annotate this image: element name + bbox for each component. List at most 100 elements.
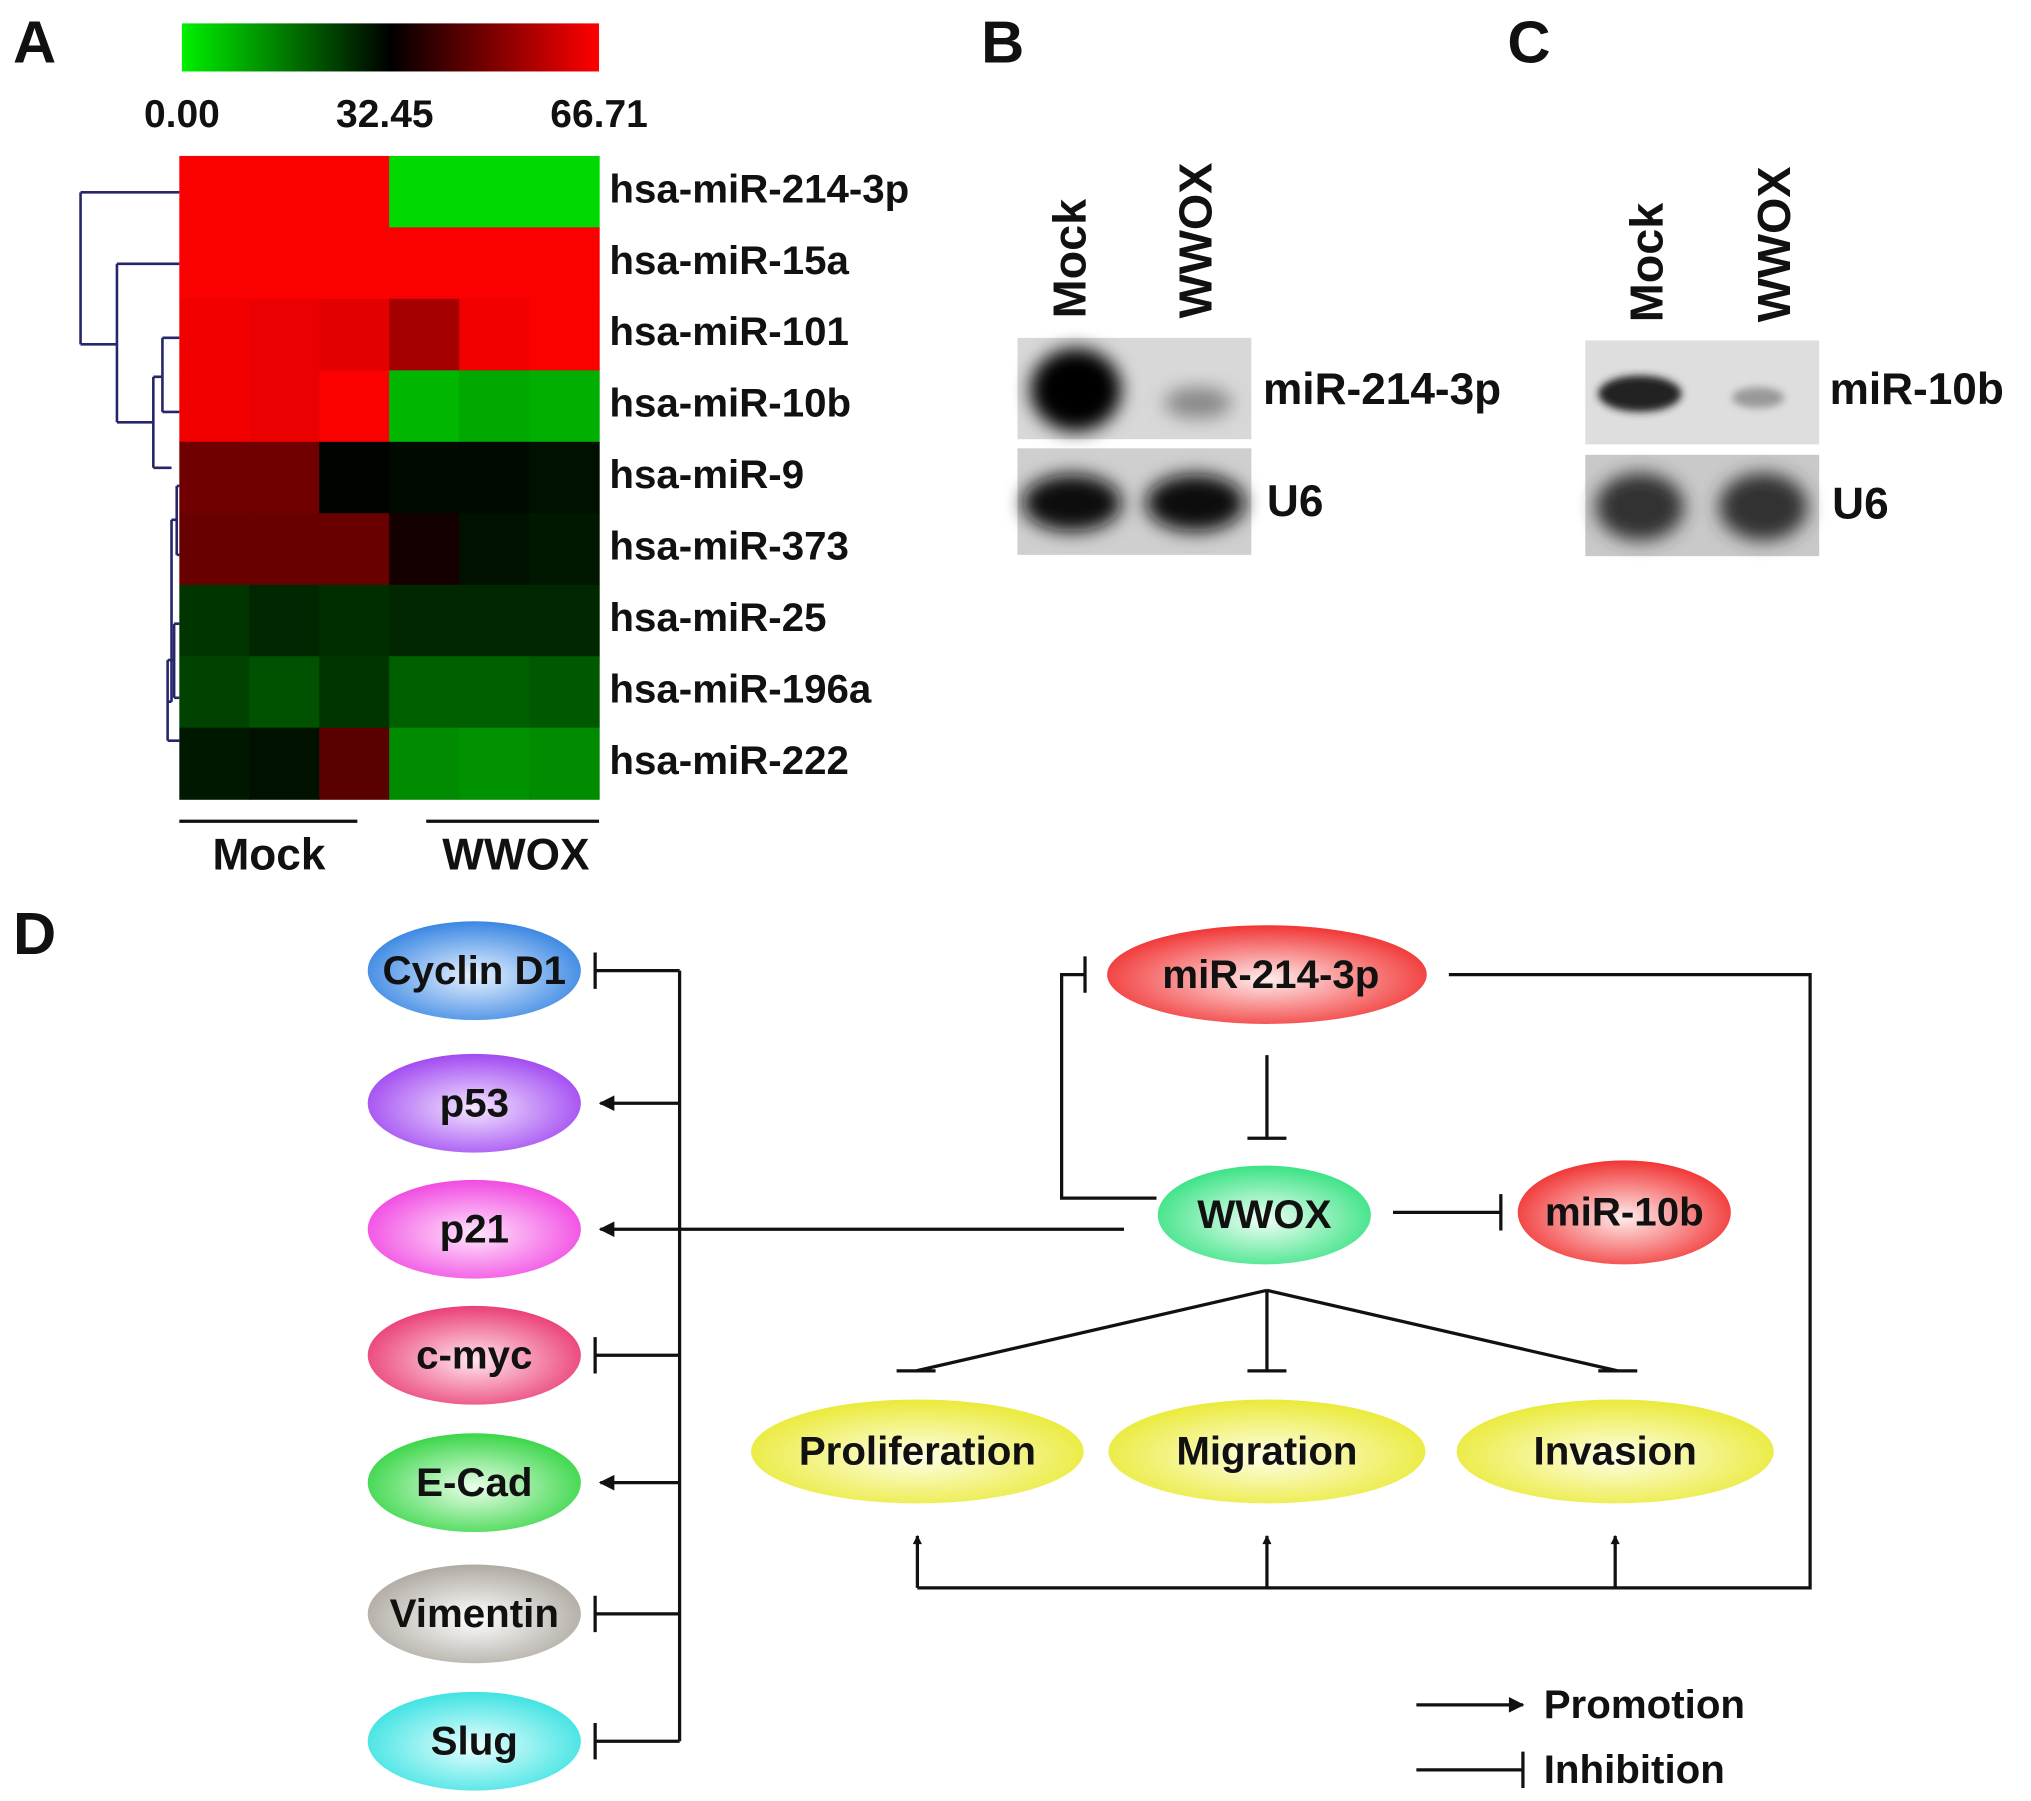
- heatmap: [179, 155, 600, 800]
- band-label: U6: [1267, 477, 1323, 526]
- heatmap-cell: [389, 727, 460, 800]
- heatmap-cell: [319, 727, 390, 800]
- heatmap-cell: [249, 441, 320, 514]
- row-label: hsa-miR-222: [609, 738, 848, 783]
- heatmap-cell: [529, 656, 600, 729]
- panel-label: D: [13, 900, 56, 967]
- row-label: hsa-miR-10b: [609, 381, 851, 426]
- heatmap-cell: [179, 227, 250, 300]
- colorbar: [181, 23, 600, 72]
- heatmap-cell: [179, 727, 250, 800]
- row-label: hsa-miR-196a: [609, 667, 871, 712]
- heatmap-cell: [529, 584, 600, 657]
- heatmap-cell: [319, 584, 390, 657]
- band-label: U6: [1832, 479, 1888, 528]
- node-label: Invasion: [1534, 1429, 1697, 1474]
- panel-label: B: [981, 9, 1024, 76]
- heatmap-cell: [179, 441, 250, 514]
- heatmap-cell: [459, 298, 530, 371]
- heatmap-cell: [249, 370, 320, 443]
- heatmap-cell: [389, 584, 460, 657]
- heatmap-cell: [319, 370, 390, 443]
- heatmap-cell: [389, 370, 460, 443]
- connectors: [593, 952, 1812, 1789]
- blot-b: [1017, 337, 1252, 555]
- heatmap-cell: [319, 441, 390, 514]
- colorbar-tick-label: 32.45: [336, 93, 434, 136]
- heatmap-cell: [319, 656, 390, 729]
- heatmap-cell: [529, 155, 600, 229]
- lane-label: Mock: [1044, 198, 1096, 319]
- heatmap-cell: [249, 584, 320, 657]
- heatmap-cell: [319, 513, 390, 586]
- node-label: Cyclin D1: [383, 948, 567, 993]
- heatmap-cell: [179, 155, 250, 229]
- node-label: Proliferation: [799, 1429, 1036, 1474]
- heatmap-cell: [249, 656, 320, 729]
- heatmap-cell: [529, 227, 600, 300]
- heatmap-cell: [389, 656, 460, 729]
- row-label: hsa-miR-373: [609, 524, 848, 569]
- heatmap-cell: [319, 155, 390, 229]
- lane-label: WWOX: [1170, 162, 1222, 318]
- node-label: Vimentin: [390, 1591, 559, 1636]
- band-label: miR-10b: [1830, 365, 2004, 414]
- heatmap-cell: [249, 727, 320, 800]
- node-label: miR-214-3p: [1162, 952, 1379, 997]
- node-label: E-Cad: [416, 1460, 532, 1505]
- heatmap-cell: [529, 441, 600, 514]
- colorbar-tick-label: 66.71: [550, 93, 648, 136]
- node-label: p53: [440, 1080, 509, 1125]
- node-label: Migration: [1176, 1429, 1357, 1474]
- row-label: hsa-miR-9: [609, 452, 804, 497]
- heatmap-cell: [179, 584, 250, 657]
- row-label: hsa-miR-25: [609, 595, 826, 640]
- heatmap-cell: [249, 298, 320, 371]
- heatmap-cell: [459, 227, 530, 300]
- heatmap-cell: [389, 513, 460, 586]
- group-label: Mock: [213, 830, 326, 879]
- node-label: p21: [440, 1206, 509, 1251]
- blot-c: [1585, 340, 1820, 557]
- heatmap-cell: [179, 656, 250, 729]
- node-label: c-myc: [416, 1333, 532, 1378]
- heatmap-cell: [459, 155, 530, 229]
- heatmap-cell: [319, 298, 390, 371]
- heatmap-cell: [179, 298, 250, 371]
- heatmap-cell: [459, 441, 530, 514]
- heatmap-cell: [249, 227, 320, 300]
- heatmap-cell: [459, 656, 530, 729]
- lane-label: WWOX: [1748, 166, 1800, 322]
- legend-label: Promotion: [1544, 1682, 1745, 1727]
- row-label: hsa-miR-214-3p: [609, 166, 909, 211]
- heatmap-cell: [389, 227, 460, 300]
- heatmap-cell: [459, 513, 530, 586]
- heatmap-cell: [389, 155, 460, 229]
- heatmap-cell: [459, 727, 530, 800]
- lane-label: Mock: [1621, 202, 1673, 323]
- heatmap-cell: [389, 441, 460, 514]
- heatmap-cell: [179, 370, 250, 443]
- band-label: miR-214-3p: [1263, 365, 1501, 414]
- node-label: Slug: [431, 1718, 518, 1763]
- heatmap-cell: [319, 227, 390, 300]
- row-label: hsa-miR-101: [609, 309, 848, 354]
- heatmap-cell: [459, 370, 530, 443]
- legend-label: Inhibition: [1544, 1747, 1725, 1792]
- heatmap-cell: [249, 513, 320, 586]
- panel-label: A: [13, 9, 56, 76]
- heatmap-cell: [529, 370, 600, 443]
- node-label: miR-10b: [1545, 1190, 1704, 1235]
- node-label: WWOX: [1197, 1192, 1331, 1237]
- heatmap-cell: [249, 155, 320, 229]
- group-label: WWOX: [442, 830, 590, 879]
- colorbar-tick-label: 0.00: [144, 93, 220, 136]
- panel-label: C: [1507, 9, 1550, 76]
- heatmap-cell: [459, 584, 530, 657]
- heatmap-cell: [389, 298, 460, 371]
- heatmap-cell: [529, 298, 600, 371]
- target-nodes: [367, 921, 1774, 1791]
- heatmap-cell: [529, 727, 600, 800]
- heatmap-cell: [179, 513, 250, 586]
